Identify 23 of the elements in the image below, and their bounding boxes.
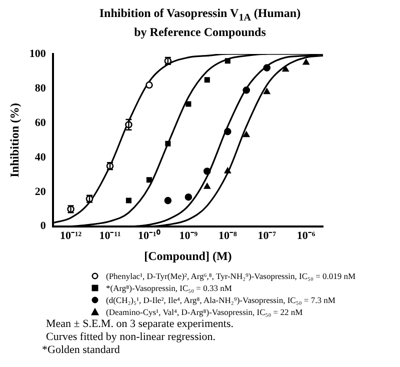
y-tick-label: 0 [40, 220, 46, 232]
chart-title: Inhibition of Vasopressin V$_{1A}$ (Human) by Reference Compounds [98, 5, 302, 42]
legend-label: (d(CH₂)₅¹, D-Ile², Ile⁴, Arg⁸, Ala-NH₂⁹)-Vasopressin, IC₅₀ = 7.3 nM [106, 294, 336, 306]
text: *Golden standard [42, 344, 121, 357]
x-axis-title: [Compound] (M) [144, 248, 232, 263]
y-tick-label: 100 [29, 48, 46, 60]
x-tick-label: 10⁻¹⁰ [138, 228, 160, 242]
y-tick-label: 60 [34, 116, 46, 129]
legend-label: (Deamino-Cys¹, Val⁴, D-Arg⁸)-Vasopressin, IC₅₀ = 22 nM [106, 306, 303, 318]
text: Mean ± S.E.M. on 3 separate experiments. [46, 318, 234, 331]
x-tick-label: 10⁻¹¹ [99, 230, 121, 242]
text: Curves fitted by non-linear regression. [46, 331, 217, 344]
legend-label: (Phenylac¹, D-Tyr(Me)², Arg⁶,⁸, Tyr-NH₂⁹)-Vasopressin, IC₅₀ = 0.019 nM [106, 270, 356, 282]
x-tick-label: 10⁻⁶ [296, 230, 316, 242]
x-tick-label: 10⁻⁸ [218, 230, 238, 242]
y-tick-label: 40 [34, 151, 46, 164]
x-tick-label: 10⁻¹² [60, 230, 82, 242]
y-axis-title: Inhibition (%) [7, 103, 22, 178]
x-tick-label: 10⁻⁹ [179, 230, 198, 242]
y-tick-label: 80 [34, 82, 46, 94]
x-tick-label: 10⁻⁷ [258, 230, 277, 242]
y-tick-label: 20 [34, 186, 46, 198]
legend-label: *(Arg⁸)-Vasopressin, IC₅₀ = 0.33 nM [106, 282, 232, 294]
